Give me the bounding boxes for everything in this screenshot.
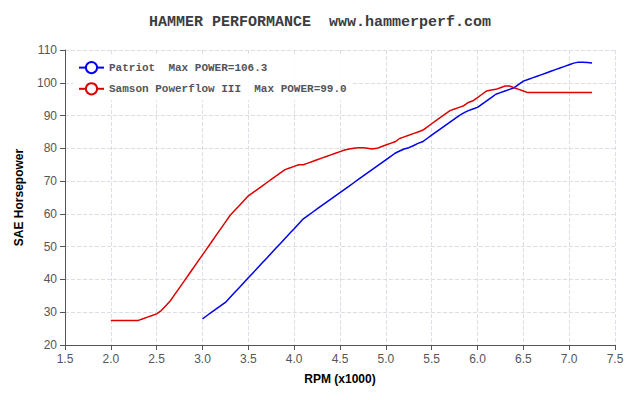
svg-text:Patriot Max POWER=106.3: Patriot Max POWER=106.3 bbox=[109, 62, 268, 74]
svg-text:80: 80 bbox=[44, 141, 58, 155]
svg-text:6.5: 6.5 bbox=[515, 352, 532, 366]
svg-text:RPM (x1000): RPM (x1000) bbox=[304, 372, 375, 386]
svg-text:Samson Powerflow III Max POWE: Samson Powerflow III Max POWER=99.0 bbox=[109, 83, 347, 95]
svg-text:2.5: 2.5 bbox=[148, 352, 165, 366]
svg-text:50: 50 bbox=[44, 240, 58, 254]
svg-text:70: 70 bbox=[44, 174, 58, 188]
svg-text:4.5: 4.5 bbox=[332, 352, 349, 366]
svg-text:2.0: 2.0 bbox=[102, 352, 119, 366]
svg-text:20: 20 bbox=[44, 338, 58, 352]
svg-text:HAMMER PERFORMANCE www.hammer: HAMMER PERFORMANCE www.hammerperf.com bbox=[149, 14, 491, 31]
svg-text:7.0: 7.0 bbox=[561, 352, 578, 366]
svg-text:3.5: 3.5 bbox=[240, 352, 257, 366]
svg-text:5.0: 5.0 bbox=[377, 352, 394, 366]
svg-text:1.5: 1.5 bbox=[57, 352, 74, 366]
svg-text:90: 90 bbox=[44, 109, 58, 123]
svg-text:100: 100 bbox=[37, 76, 57, 90]
svg-text:4.0: 4.0 bbox=[286, 352, 303, 366]
svg-text:30: 30 bbox=[44, 305, 58, 319]
svg-text:40: 40 bbox=[44, 272, 58, 286]
svg-text:SAE Horsepower: SAE Horsepower bbox=[12, 148, 26, 246]
svg-text:60: 60 bbox=[44, 207, 58, 221]
svg-text:110: 110 bbox=[38, 43, 57, 57]
svg-text:5.5: 5.5 bbox=[423, 352, 440, 366]
svg-text:6.0: 6.0 bbox=[469, 352, 486, 366]
svg-text:3.0: 3.0 bbox=[194, 352, 211, 366]
svg-text:7.5: 7.5 bbox=[607, 352, 624, 366]
